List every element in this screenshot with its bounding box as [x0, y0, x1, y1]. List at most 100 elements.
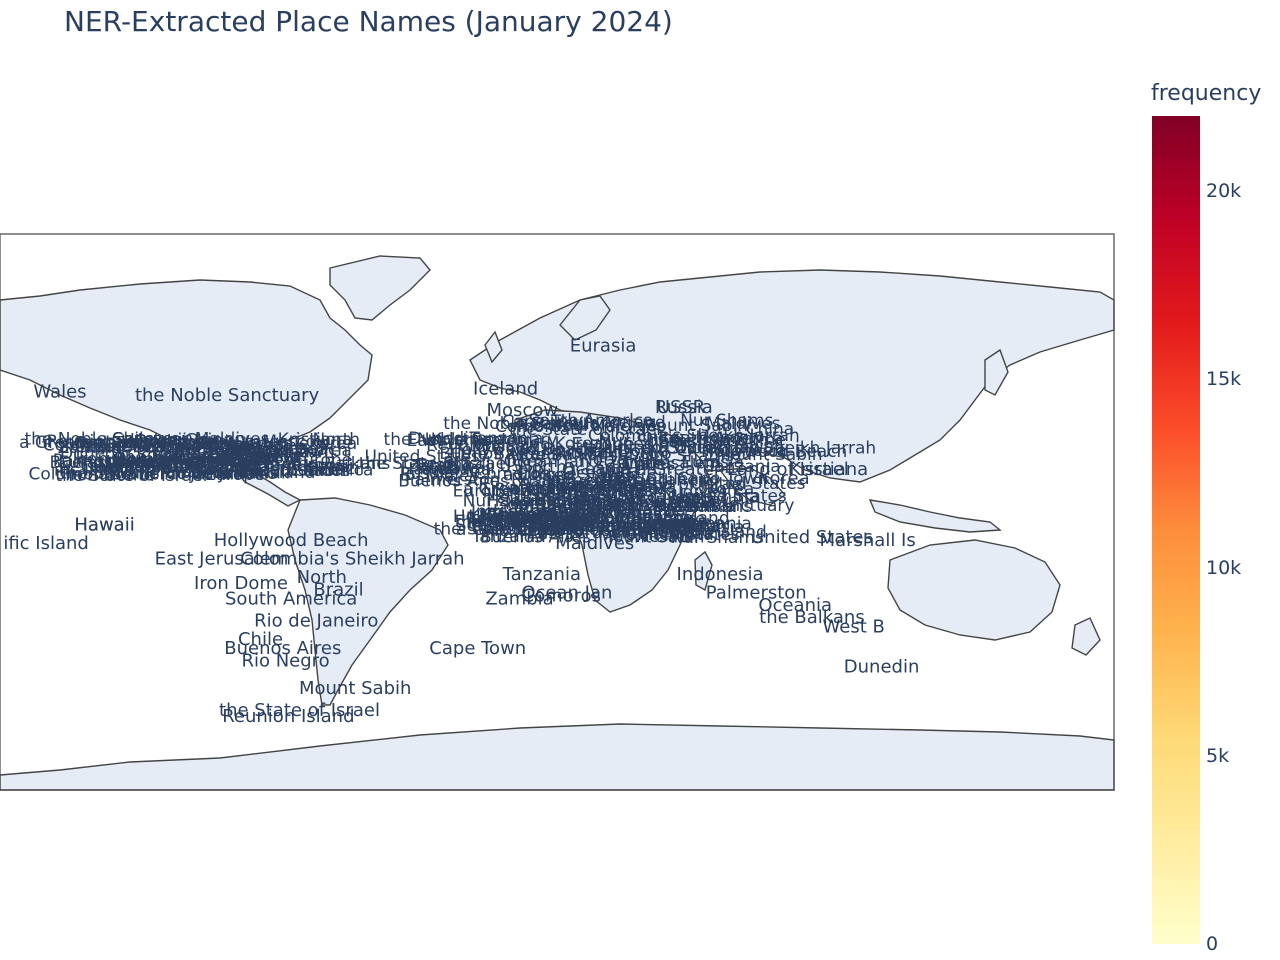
- dense-cluster-label: Hawaii: [296, 456, 353, 476]
- place-label[interactable]: Rio de Janeiro: [254, 610, 378, 631]
- place-label[interactable]: Colombia's Sheikh Jarrah: [240, 549, 464, 570]
- place-label[interactable]: Ocean Jan: [521, 582, 612, 603]
- place-label[interactable]: Europe: [571, 434, 634, 455]
- dense-cluster-label: Oceania: [233, 442, 303, 462]
- dense-cluster-label: Iron Dome: [75, 450, 164, 470]
- place-label[interactable]: United States: [751, 527, 873, 548]
- place-label[interactable]: Chile: [238, 629, 283, 650]
- dense-cluster-label: Zambia: [215, 451, 280, 471]
- place-label[interactable]: Maldives: [555, 533, 634, 554]
- dense-cluster-label: Reunion Island: [46, 432, 171, 452]
- dense-cluster-label: Nur Shams: [127, 453, 220, 473]
- dense-cluster-label: Rio de Janeiro: [554, 444, 671, 464]
- region-south-asia: [718, 467, 787, 506]
- place-label[interactable]: Hawaii: [74, 515, 134, 536]
- place-label[interactable]: Dunedin: [844, 657, 920, 678]
- place-label[interactable]: a Greater Land of Israel: [636, 459, 849, 480]
- place-label[interactable]: China: [708, 487, 759, 508]
- place-label[interactable]: Moscow: [487, 400, 559, 421]
- place-label[interactable]: Mount Sabih: [299, 678, 411, 699]
- place-label[interactable]: Palmerston: [706, 582, 807, 603]
- place-label[interactable]: a United States: [587, 437, 726, 458]
- place-label[interactable]: Comoros: [522, 586, 602, 607]
- dense-cluster-label: Hollywood Beach: [453, 507, 599, 527]
- place-label[interactable]: ific Island: [3, 533, 89, 554]
- place-label[interactable]: USSR: [657, 397, 706, 418]
- dense-cluster-label: Cape Town: [243, 442, 335, 462]
- place-label[interactable]: Cape Town: [429, 638, 526, 659]
- place-label[interactable]: Buenos Aires: [224, 638, 341, 659]
- dense-cluster-label: Marshall Is: [573, 493, 664, 513]
- dense-cluster-label: Palmerston: [111, 453, 206, 473]
- dense-cluster-label: Moscow: [542, 513, 610, 533]
- place-label[interactable]: Russia: [655, 397, 713, 418]
- place-label[interactable]: the Noble Sanctuary: [135, 385, 320, 406]
- dense-cluster-label: Eurasia: [58, 453, 121, 473]
- place-label[interactable]: Zambia: [485, 589, 553, 610]
- dense-cluster-label: China: [185, 430, 234, 450]
- dense-cluster-label: Ocean Jan: [483, 505, 569, 525]
- chart-title: NER-Extracted Place Names (January 2024): [64, 5, 673, 38]
- dense-cluster-label: Kristiana: [431, 430, 506, 450]
- place-label[interactable]: West B: [823, 616, 885, 637]
- dense-cluster-label: Comoros: [474, 464, 549, 484]
- place-label[interactable]: Hollywood Beach: [214, 530, 369, 551]
- colorbar-title: frequency: [1151, 81, 1262, 106]
- dense-cluster-label: Russia: [400, 464, 455, 484]
- dense-cluster-label: Comoros: [177, 451, 252, 471]
- dense-cluster-label: East Jerusalem: [407, 431, 533, 451]
- place-label[interactable]: the Balkans: [759, 607, 865, 628]
- place-label[interactable]: Oceania: [758, 595, 832, 616]
- dense-cluster-label: United States: [173, 433, 288, 453]
- colorbar-tick-label: 15k: [1206, 368, 1242, 391]
- dense-cluster-label: Rio Negro: [517, 416, 600, 436]
- place-label[interactable]: East Jerusalem: [155, 549, 289, 570]
- place-label[interactable]: Marshall Is: [820, 530, 916, 551]
- dense-cluster-label: Zambia: [609, 522, 674, 542]
- dense-cluster-label: USSR: [221, 451, 267, 471]
- dense-cluster-label: the Balkans: [60, 464, 160, 484]
- dense-cluster-label: Chile: [602, 484, 645, 504]
- place-label[interactable]: Iceland: [473, 379, 538, 400]
- place-label[interactable]: Iron Dome: [194, 573, 288, 594]
- dense-cluster-label: USSR: [568, 491, 614, 511]
- dense-cluster-label: the Balkans: [518, 445, 618, 465]
- place-label[interactable]: Indonesia: [677, 564, 764, 585]
- place-label[interactable]: Tanzania: [502, 564, 581, 585]
- dense-cluster-label: United States: [365, 447, 480, 467]
- place-label[interactable]: Rio Negro: [241, 650, 329, 671]
- place-label[interactable]: Nur Shams: [598, 431, 697, 452]
- island-greenland: [329, 255, 431, 321]
- dense-cluster-label: Nur Shams: [641, 447, 734, 467]
- dense-cluster-label: Europe: [517, 465, 577, 485]
- place-label[interactable]: Eurasia: [570, 335, 637, 356]
- dense-cluster-label: Europe: [574, 502, 634, 522]
- place-label[interactable]: Brazil: [313, 579, 363, 600]
- island-japan: [984, 348, 1009, 396]
- place-label[interactable]: Wales: [33, 382, 86, 403]
- place-label[interactable]: South America: [225, 589, 357, 610]
- dense-cluster-label: Hollywood Beach: [537, 507, 683, 527]
- dense-cluster-label: Hollywood Beach: [701, 442, 847, 462]
- place-label[interactable]: Reunion Island: [222, 706, 354, 727]
- dense-cluster-label: Eurasia: [551, 495, 614, 515]
- dense-cluster-label: Russia: [516, 491, 571, 511]
- place-label[interactable]: Hawaii: [74, 515, 134, 536]
- dense-cluster-label: Iceland: [78, 434, 140, 454]
- dense-cluster-label: Cape Town: [539, 494, 631, 514]
- place-label[interactable]: Korea: [759, 468, 810, 489]
- place-label[interactable]: North: [297, 567, 347, 588]
- dense-cluster-label: Chile: [141, 448, 184, 468]
- dense-cluster-label: Eurasia: [681, 517, 744, 537]
- dense-cluster-label: Eurasia: [186, 445, 249, 465]
- place-label[interactable]: Kristiana: [789, 459, 868, 480]
- dense-cluster-label: Iron Dome: [65, 465, 154, 485]
- dense-cluster-label: Kristiana: [417, 460, 492, 480]
- dense-cluster-label: China: [746, 419, 795, 439]
- dense-cluster-label: Ocean Jan: [134, 432, 220, 452]
- place-label[interactable]: the State of Israel: [219, 700, 380, 721]
- dense-cluster-label: Zambia: [408, 457, 473, 477]
- dense-cluster-label: Dunedin: [408, 429, 479, 449]
- dense-cluster-label: South America: [659, 429, 784, 449]
